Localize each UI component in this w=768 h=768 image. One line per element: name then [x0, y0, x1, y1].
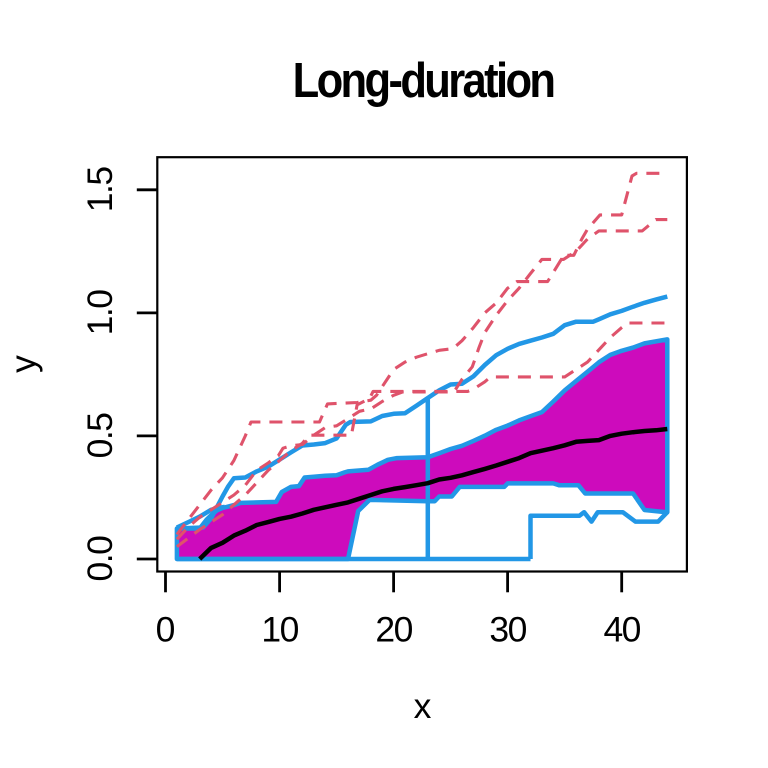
svg-text:20: 20	[375, 609, 412, 649]
svg-text:x: x	[414, 686, 432, 726]
svg-text:40: 40	[603, 609, 640, 649]
svg-text:1.0: 1.0	[80, 290, 120, 336]
svg-text:1.5: 1.5	[80, 167, 120, 213]
svg-text:0.5: 0.5	[80, 413, 120, 459]
svg-text:0.0: 0.0	[80, 536, 120, 582]
svg-text:30: 30	[489, 609, 526, 649]
svg-text:Long-duration: Long-duration	[293, 53, 554, 108]
svg-text:y: y	[3, 355, 43, 373]
svg-text:10: 10	[261, 609, 298, 649]
svg-text:0: 0	[156, 609, 176, 649]
